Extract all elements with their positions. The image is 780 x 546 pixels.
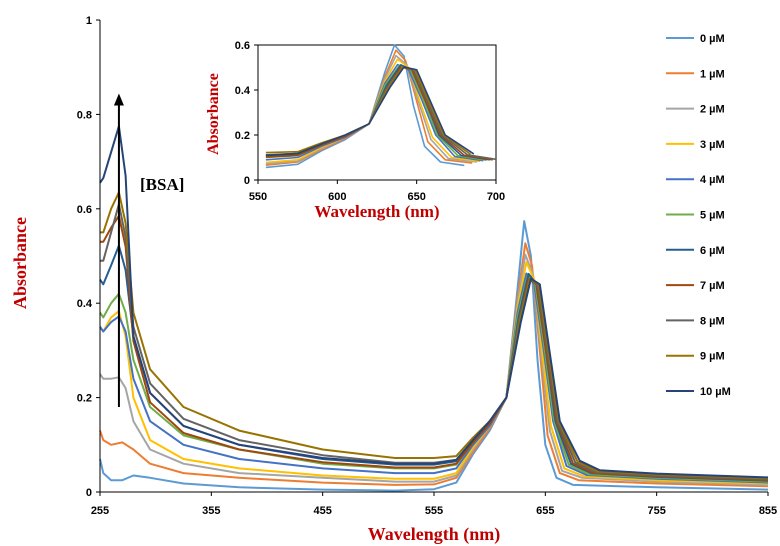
main-series-line-6 (99, 244, 769, 482)
inset-x-tick-label-2: 650 (407, 191, 425, 203)
main-x-tick-label-2: 455 (313, 505, 331, 517)
bsa-arrow-head (113, 93, 124, 106)
legend-label-3: 3 µM (700, 139, 725, 151)
legend-label-5: 5 µM (700, 210, 725, 222)
main-y-tick-label-2: 0.4 (77, 298, 93, 310)
main-series-group (99, 125, 769, 492)
main-y-tick-label-1: 0.2 (77, 393, 92, 405)
inset-series-line-4 (265, 63, 484, 162)
legend-label-1: 1 µM (700, 68, 725, 80)
inset-series-line-3 (265, 58, 481, 164)
legend-label-7: 7 µM (700, 280, 725, 292)
inset-y-tick-label-1: 0.2 (235, 130, 250, 142)
main-series-line-3 (99, 261, 769, 485)
main-y-tick-label-4: 0.8 (77, 109, 92, 121)
legend-label-4: 4 µM (700, 174, 725, 186)
main-series-line-5 (99, 274, 769, 483)
inset-series-line-9 (265, 66, 472, 155)
inset-series-line-10 (265, 66, 475, 157)
inset-y-tick-label-3: 0.6 (235, 40, 250, 52)
main-x-tick-label-0: 255 (91, 505, 109, 517)
inset-y-tick-label-0: 0 (244, 175, 250, 187)
inset-series-line-0 (265, 44, 465, 169)
main-y-ticks: 0 0.2 0.4 0.6 0.8 1 (77, 15, 100, 499)
inset-y-tick-label-2: 0.4 (235, 85, 251, 97)
inset-x-tick-label-1: 600 (328, 191, 346, 203)
inset-series-line-1 (265, 49, 473, 166)
main-x-tick-label-3: 555 (425, 505, 443, 517)
inset-x-tick-label-0: 550 (249, 191, 267, 203)
inset-x-axis-title: Wavelength (nm) (314, 202, 439, 221)
main-series-line-10 (99, 125, 769, 479)
legend: 0 µM 1 µM 2 µM 3 µM 4 µM 5 µM 6 µM 7 µM 8 µM 9 µM… (666, 33, 731, 398)
main-x-tick-label-5: 755 (647, 505, 665, 517)
main-series-line-0 (99, 220, 769, 492)
main-x-ticks: 255 355 455 555 655 755 855 (91, 492, 777, 517)
legend-label-10: 10 µM (700, 386, 731, 398)
inset-series-line-2 (265, 54, 478, 165)
main-y-axis-title: Absorbance (10, 217, 30, 309)
main-series-line-2 (99, 253, 769, 486)
legend-label-8: 8 µM (700, 315, 725, 327)
main-x-axis-title: Wavelength (nm) (368, 524, 501, 545)
main-x-tick-label-6: 855 (759, 505, 777, 517)
inset-y-ticks: 0 0.2 0.4 0.6 (235, 40, 258, 187)
legend-label-2: 2 µM (700, 104, 725, 116)
main-y-tick-label-0: 0 (86, 487, 92, 499)
inset-plot: 550 600 650 700 00.20.40.6 Wavelength (nm) … (205, 40, 505, 221)
main-y-tick-label-5: 1 (86, 15, 92, 27)
inset-series-group (265, 44, 497, 169)
main-y-tick-label-3: 0.6 (77, 204, 92, 216)
main-x-tick-label-1: 355 (202, 505, 220, 517)
bsa-annotation: [BSA] (113, 93, 184, 408)
inset-y-axis-title: Absorbance (205, 73, 222, 155)
main-series-line-1 (99, 242, 769, 488)
inset-x-ticks: 550 600 650 700 (249, 180, 505, 203)
main-plot: 255 355 455 555 655 755 855 0 0.2 0.4 0.6 0.8 1 Wav… (10, 15, 777, 545)
main-series-line-4 (99, 272, 769, 484)
bsa-label: [BSA] (140, 175, 184, 194)
legend-label-6: 6 µM (700, 245, 725, 257)
legend-label-9: 9 µM (700, 351, 725, 363)
inset-x-tick-label-3: 700 (487, 191, 505, 203)
legend-label-0: 0 µM (700, 33, 725, 45)
main-x-tick-label-4: 655 (536, 505, 554, 517)
main-series-line-9 (100, 191, 769, 480)
